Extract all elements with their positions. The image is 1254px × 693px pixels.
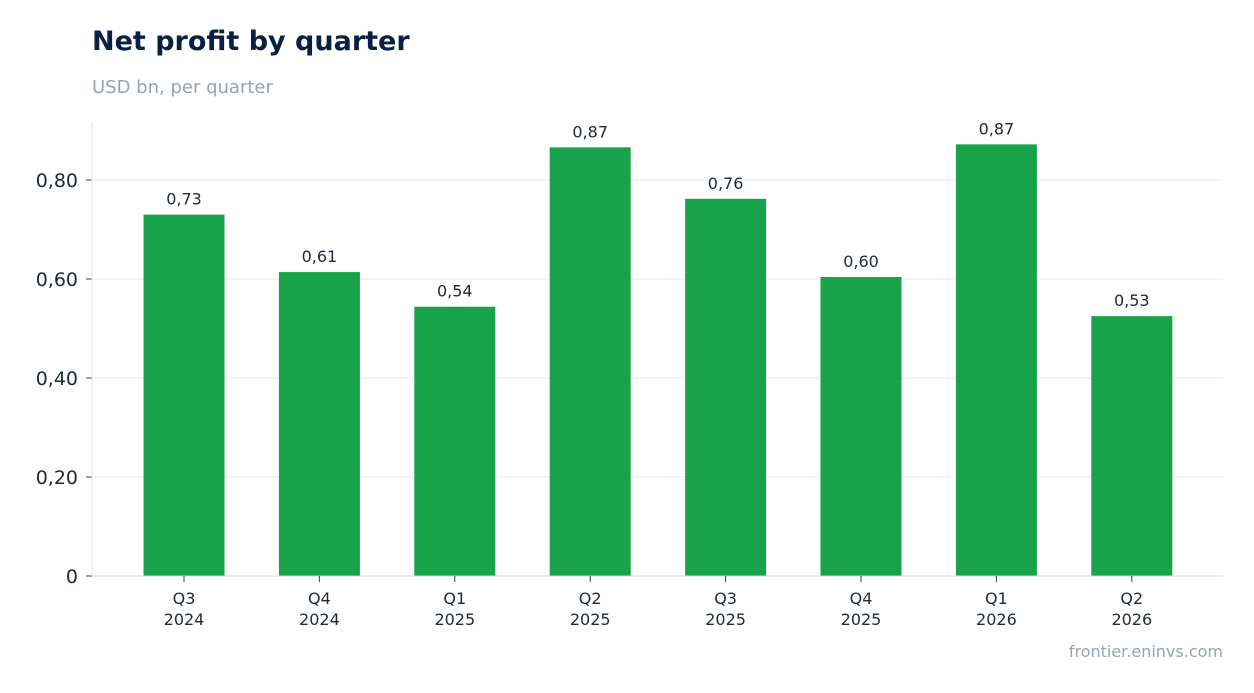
y-tick-label: 0,60: [36, 269, 78, 291]
data-label: 0,53: [1114, 291, 1150, 310]
x-tick-label: Q2 2025: [570, 589, 611, 629]
x-tick-label: Q1 2026: [976, 589, 1017, 629]
y-tick-label: 0,20: [36, 467, 78, 489]
x-tick-label: Q1 2025: [434, 589, 475, 629]
bar: [143, 214, 225, 576]
bar: [414, 306, 496, 576]
bar: [955, 144, 1037, 577]
data-label: 0,87: [979, 119, 1015, 138]
labels: 0 0,20 0,40 0,60 0,80 0,73 Q3 2024 0,61 Q4 2024 0,5…: [36, 119, 1152, 629]
bars: [143, 144, 1173, 577]
data-label: 0,61: [302, 247, 338, 266]
chart-subtitle: USD bn, per quarter: [92, 77, 273, 98]
bar: [278, 272, 360, 576]
axes: [86, 122, 1223, 582]
data-label: 0,54: [437, 282, 473, 301]
data-label: 0,60: [843, 252, 879, 271]
bar: [820, 277, 902, 576]
y-tick-label: 0,80: [36, 170, 78, 192]
data-label: 0,87: [572, 122, 608, 141]
data-label: 0,76: [708, 174, 744, 193]
bar: [549, 147, 631, 576]
x-tick-label: Q3 2025: [705, 589, 746, 629]
x-tick-label: Q2 2026: [1111, 589, 1152, 629]
bar: [1091, 316, 1173, 576]
data-label: 0,73: [166, 190, 202, 209]
chart-title: Net profit by quarter: [92, 26, 410, 57]
x-tick-label: Q4 2025: [841, 589, 882, 629]
source-credit: frontier.eninvs.com: [1068, 642, 1223, 661]
gridlines: [92, 179, 1223, 478]
x-tick-label: Q4 2024: [299, 589, 340, 629]
y-tick-label: 0,40: [36, 368, 78, 390]
x-tick-label: Q3 2024: [164, 589, 205, 629]
bar: [685, 198, 767, 576]
y-tick-label: 0: [66, 566, 78, 588]
